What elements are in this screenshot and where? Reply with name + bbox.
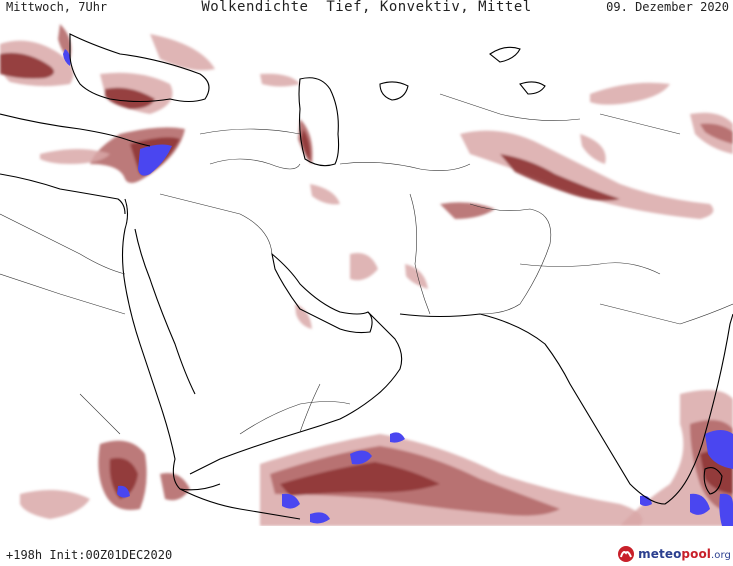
coastlines bbox=[0, 33, 733, 520]
high-density-cells bbox=[63, 49, 733, 526]
cloud-density-map bbox=[0, 24, 733, 526]
run-info: +198h Init:00Z01DEC2020 bbox=[6, 548, 173, 562]
meteopool-brand[interactable]: meteopool.org bbox=[617, 544, 731, 564]
meteopool-logo-icon bbox=[618, 546, 635, 562]
map-title: Wolkendichte Tief, Konvektiv, Mittel bbox=[201, 0, 532, 15]
weekday-time-label: Mittwoch, 7Uhr bbox=[6, 0, 108, 14]
forecast-date: 09. Dezember 2020 bbox=[606, 0, 729, 14]
brand-name: meteopool.org bbox=[638, 547, 731, 561]
cloud-layer bbox=[0, 24, 733, 526]
country-borders bbox=[0, 93, 733, 435]
